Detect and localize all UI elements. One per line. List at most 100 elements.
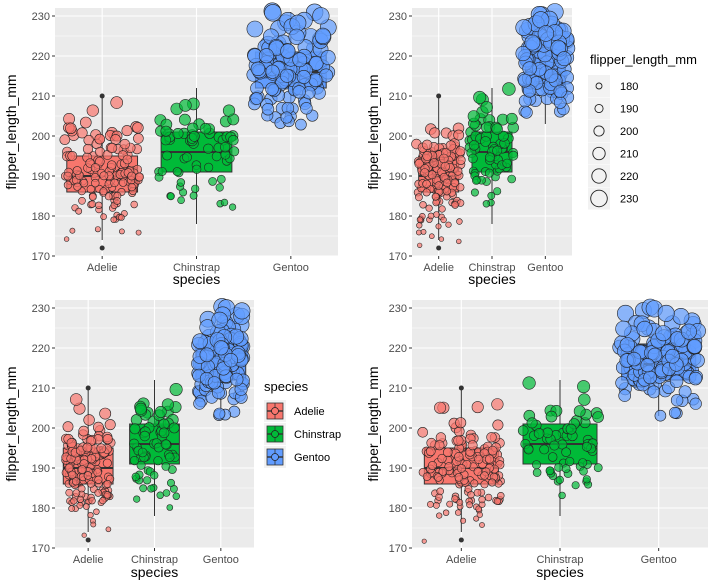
data-point-adelie — [110, 178, 119, 188]
y-axis-title: flipper_length_mm — [365, 366, 381, 481]
box-outlier-point — [436, 245, 442, 251]
data-point-chinstrap — [581, 441, 592, 452]
size-legend-label: 180 — [620, 81, 638, 93]
box-outlier-point — [99, 245, 105, 251]
data-point-adelie — [493, 497, 502, 506]
data-point-adelie — [71, 477, 81, 486]
data-point-adelie — [425, 446, 436, 457]
data-point-chinstrap — [482, 200, 491, 208]
data-point-adelie — [456, 183, 465, 192]
data-point-chinstrap — [522, 376, 536, 390]
y-tick-label: 230 — [32, 303, 50, 315]
data-point-chinstrap — [228, 135, 239, 146]
data-point-chinstrap — [579, 466, 588, 476]
data-point-adelie — [77, 465, 87, 474]
data-point-gentoo — [199, 347, 215, 363]
data-point-adelie — [428, 233, 435, 239]
box-outlier-point — [99, 93, 105, 99]
x-axis-title: species — [131, 564, 178, 580]
x-tick-label: Gentoo — [273, 262, 309, 274]
data-point-chinstrap — [157, 167, 167, 177]
data-point-adelie — [456, 463, 466, 473]
data-point-adelie — [453, 129, 465, 141]
data-point-adelie — [104, 419, 116, 431]
data-point-chinstrap — [211, 151, 222, 162]
data-point-chinstrap — [179, 99, 192, 112]
data-point-chinstrap — [531, 460, 541, 470]
data-point-gentoo — [669, 331, 686, 347]
data-point-adelie — [135, 172, 144, 182]
data-point-adelie — [83, 503, 90, 510]
species-legend-point — [271, 430, 279, 438]
data-point-gentoo — [669, 406, 681, 419]
data-point-adelie — [451, 201, 459, 209]
data-point-adelie — [113, 197, 121, 205]
data-point-chinstrap — [129, 423, 141, 435]
data-point-adelie — [127, 183, 136, 192]
y-tick-label: 180 — [32, 211, 50, 223]
data-point-gentoo — [288, 28, 305, 45]
data-point-gentoo — [647, 347, 663, 363]
data-point-chinstrap — [161, 461, 171, 471]
data-point-adelie — [417, 426, 429, 438]
data-point-adelie — [95, 201, 103, 210]
x-tick-label: Gentoo — [641, 554, 677, 566]
data-point-gentoo — [522, 61, 537, 76]
data-point-chinstrap — [133, 495, 141, 503]
x-tick-label: Chinstrap — [468, 262, 515, 274]
y-tick-label: 180 — [389, 503, 407, 515]
data-point-chinstrap — [131, 472, 141, 481]
data-point-chinstrap — [578, 393, 591, 406]
data-point-chinstrap — [150, 471, 159, 480]
y-tick-label: 170 — [32, 543, 50, 555]
size-legend-circle — [595, 82, 603, 90]
data-point-adelie — [90, 163, 100, 173]
data-point-chinstrap — [147, 484, 155, 493]
data-point-chinstrap — [558, 491, 566, 500]
data-point-adelie — [86, 454, 97, 464]
data-point-adelie — [91, 178, 100, 188]
data-point-adelie — [427, 170, 437, 180]
data-point-adelie — [135, 229, 142, 236]
data-point-adelie — [80, 116, 92, 129]
data-point-chinstrap — [143, 476, 152, 485]
data-point-chinstrap — [471, 176, 481, 185]
data-point-adelie — [478, 496, 486, 504]
x-tick-label: Chinstrap — [173, 262, 220, 274]
data-point-chinstrap — [160, 125, 172, 137]
data-point-chinstrap — [480, 101, 493, 114]
y-tick-label: 190 — [389, 171, 407, 183]
data-point-adelie — [435, 223, 442, 230]
box-outlier-point — [85, 385, 91, 391]
data-point-chinstrap — [533, 428, 545, 439]
data-point-adelie — [67, 470, 77, 480]
size-legend-label: 190 — [620, 104, 638, 116]
data-point-chinstrap — [592, 411, 604, 423]
data-point-chinstrap — [203, 143, 214, 154]
data-point-chinstrap — [192, 164, 202, 174]
data-point-adelie — [436, 487, 445, 496]
data-point-adelie — [99, 497, 107, 505]
data-point-adelie — [455, 155, 466, 165]
y-tick-label: 230 — [32, 11, 50, 23]
data-point-adelie — [82, 143, 94, 155]
data-point-adelie — [118, 214, 125, 221]
data-point-adelie — [480, 471, 489, 480]
data-point-gentoo — [250, 92, 264, 105]
data-point-chinstrap — [508, 150, 519, 161]
data-point-adelie — [453, 435, 464, 446]
y-tick-label: 210 — [389, 383, 407, 395]
data-point-chinstrap — [493, 187, 502, 196]
data-point-gentoo — [670, 394, 684, 407]
data-point-adelie — [436, 512, 443, 519]
data-point-adelie — [94, 226, 101, 233]
data-point-adelie — [414, 159, 424, 169]
data-point-adelie — [456, 218, 463, 225]
data-point-gentoo — [518, 73, 532, 88]
data-point-gentoo — [520, 106, 533, 119]
data-point-adelie — [69, 227, 76, 234]
y-tick-label: 210 — [32, 91, 50, 103]
data-point-adelie — [427, 460, 437, 470]
data-point-adelie — [76, 495, 84, 504]
data-point-adelie — [486, 432, 497, 443]
